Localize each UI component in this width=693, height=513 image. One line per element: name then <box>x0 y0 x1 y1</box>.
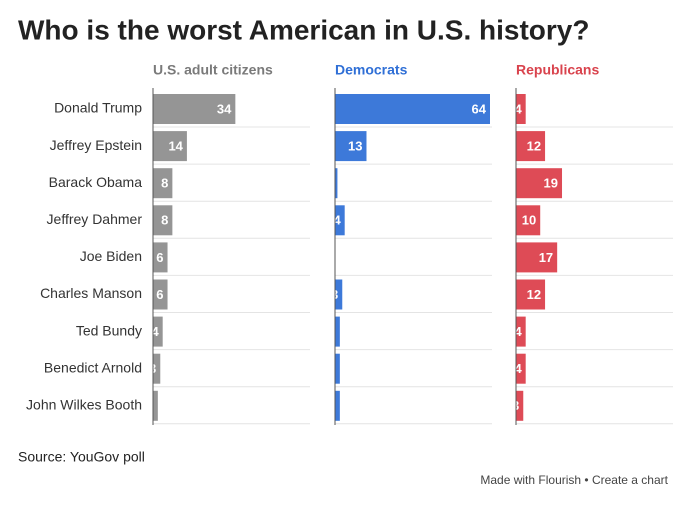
bar <box>153 168 173 199</box>
bar <box>153 94 236 124</box>
bar <box>335 168 338 199</box>
bar <box>153 353 161 384</box>
category-label: John Wilkes Booth <box>26 397 142 413</box>
panel-header: U.S. adult citizens <box>153 62 273 78</box>
category-label: Charles Manson <box>40 285 142 301</box>
value-label: 34 <box>217 101 232 116</box>
bar <box>153 279 168 310</box>
value-label: 4 <box>514 324 522 339</box>
value-label: 4 <box>514 361 522 376</box>
bar <box>153 131 187 162</box>
chart-title: Who is the worst American in U.S. histor… <box>18 14 589 45</box>
bar <box>153 242 168 273</box>
value-label: 3 <box>331 287 338 302</box>
value-label: 8 <box>161 213 168 228</box>
bar <box>335 390 340 421</box>
bar <box>516 205 541 236</box>
value-label: 6 <box>156 250 163 265</box>
value-label: 12 <box>527 287 541 302</box>
category-label: Joe Biden <box>80 248 142 264</box>
panel-header: Republicans <box>516 62 599 78</box>
value-label: 14 <box>168 139 183 154</box>
value-label: 3 <box>149 361 156 376</box>
bar <box>516 131 546 162</box>
panel: 64 13 4 3 <box>331 94 492 425</box>
panel: 34 14 8 8 6 6 4 3 <box>149 94 310 425</box>
value-label: 6 <box>156 287 163 302</box>
bar <box>153 205 173 236</box>
bar <box>516 353 526 384</box>
value-label: 10 <box>522 213 536 228</box>
value-label: 17 <box>539 250 553 265</box>
value-label: 4 <box>514 101 522 116</box>
source: Source: YouGov poll <box>18 449 145 465</box>
bar <box>335 205 345 236</box>
bar <box>153 316 163 347</box>
value-label: 13 <box>348 139 362 154</box>
category-label: Ted Bundy <box>76 322 142 338</box>
bar <box>516 168 563 199</box>
bar <box>153 390 158 421</box>
bar <box>516 316 526 347</box>
bar <box>516 242 558 273</box>
value-label: 12 <box>527 139 541 154</box>
panel: 4 12 19 10 17 12 4 4 3 <box>512 94 673 425</box>
value-label: 19 <box>544 176 558 191</box>
bar <box>335 94 490 124</box>
value-label: 4 <box>333 213 341 228</box>
category-label: Jeffrey Dahmer <box>47 211 143 227</box>
bar <box>335 131 367 162</box>
category-label: Benedict Arnold <box>44 359 142 375</box>
value-label: 4 <box>151 324 159 339</box>
value-label: 3 <box>512 398 519 413</box>
bar <box>516 94 526 124</box>
bar <box>335 353 340 384</box>
category-label: Barack Obama <box>49 174 143 190</box>
bar <box>516 390 524 421</box>
bar <box>335 316 340 347</box>
bar <box>335 279 343 310</box>
value-label: 64 <box>472 101 487 116</box>
value-label: 8 <box>161 176 168 191</box>
category-label: Donald Trump <box>54 100 142 116</box>
credit[interactable]: Made with Flourish • Create a chart <box>480 473 668 487</box>
bar <box>516 279 546 310</box>
category-label: Jeffrey Epstein <box>50 137 142 153</box>
panel-header: Democrats <box>335 62 408 78</box>
